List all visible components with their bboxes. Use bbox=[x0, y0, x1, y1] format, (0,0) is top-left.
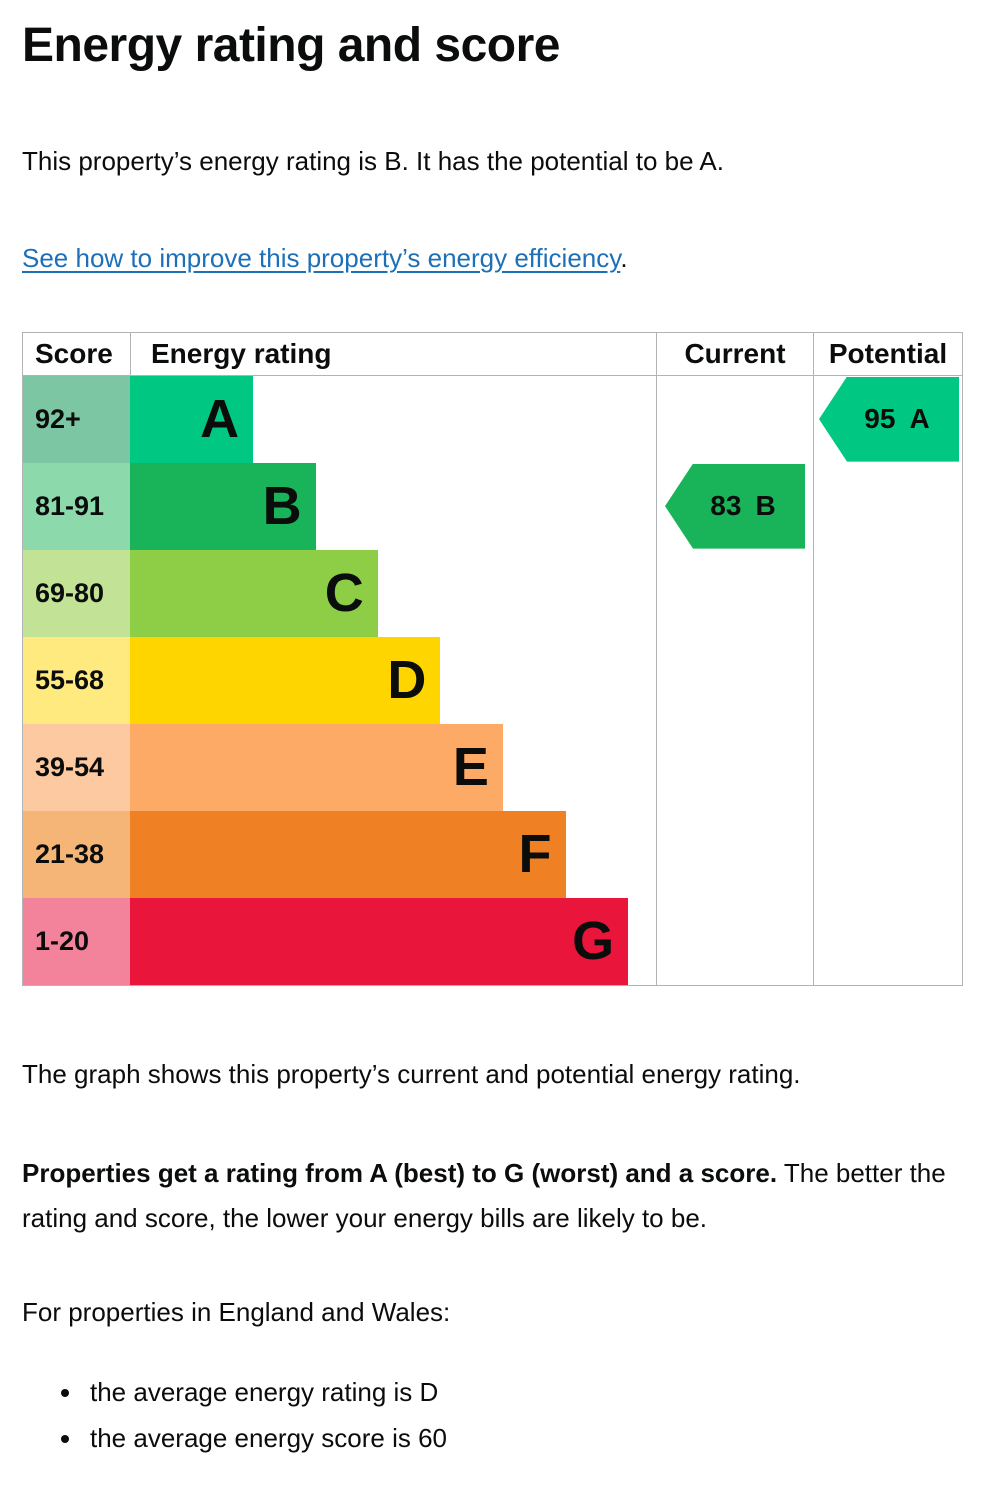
band-row-c: 69-80 C bbox=[23, 549, 962, 637]
page-title: Energy rating and score bbox=[22, 19, 561, 72]
header-score: Score bbox=[23, 333, 130, 376]
band-letter-g: G bbox=[572, 911, 615, 972]
header-potential: Potential bbox=[813, 332, 962, 376]
band-bar-e: E bbox=[130, 723, 503, 811]
current-column-cell: 83 B bbox=[656, 462, 813, 550]
potential-column-cell bbox=[813, 549, 962, 637]
chart-body: 92+ A 95 A 81-91 B 83 B 69-80 C 55-68 D 39-54 E 21-38 F… bbox=[23, 375, 962, 985]
potential-column-cell bbox=[813, 810, 962, 898]
band-bar-d: D bbox=[130, 636, 441, 724]
score-range-c: 69-80 bbox=[23, 549, 130, 637]
band-letter-e: E bbox=[452, 737, 489, 798]
score-range-b: 81-91 bbox=[23, 462, 130, 550]
graph-caption: The graph shows this property’s current … bbox=[22, 1058, 801, 1089]
current-rating-arrow: 83 B bbox=[665, 463, 805, 549]
band-letter-b: B bbox=[262, 476, 302, 537]
energy-rating-chart: Score Energy rating Current Potential 92… bbox=[22, 331, 963, 986]
average-score-item: the average energy score is 60 bbox=[84, 1422, 963, 1456]
potential-column-cell bbox=[813, 462, 962, 550]
potential-column-cell bbox=[813, 897, 962, 985]
band-row-d: 55-68 D bbox=[23, 636, 962, 724]
region-line: For properties in England and Wales: bbox=[22, 1296, 451, 1327]
rating-cell-b: B bbox=[130, 462, 656, 550]
potential-score: 95 bbox=[864, 403, 896, 435]
band-row-e: 39-54 E bbox=[23, 723, 962, 811]
band-bar-f: F bbox=[130, 810, 566, 898]
rating-explanation: Properties get a rating from A (best) to… bbox=[22, 1151, 963, 1239]
rating-cell-d: D bbox=[130, 636, 656, 724]
rating-explanation-rest: The better the rating and score, the low… bbox=[22, 1158, 946, 1233]
rating-cell-a: A bbox=[130, 375, 656, 463]
rating-explanation-bold: Properties get a rating from A (best) to… bbox=[22, 1158, 778, 1189]
improve-efficiency-link[interactable]: See how to improve this property’s energ… bbox=[22, 242, 621, 273]
band-bar-c: C bbox=[130, 549, 378, 637]
potential-column-cell bbox=[813, 636, 962, 724]
band-letter-f: F bbox=[518, 824, 552, 885]
band-letter-a: A bbox=[200, 389, 240, 450]
band-row-f: 21-38 F bbox=[23, 810, 962, 898]
rating-cell-c: C bbox=[130, 549, 656, 637]
rating-cell-g: G bbox=[130, 897, 656, 985]
current-band-letter: B bbox=[755, 490, 776, 522]
link-period: . bbox=[620, 242, 628, 273]
score-range-g: 1-20 bbox=[23, 897, 130, 985]
current-column-cell bbox=[656, 810, 813, 898]
potential-band-letter: A bbox=[909, 403, 930, 435]
improve-link-line: See how to improve this property’s energ… bbox=[22, 243, 963, 274]
chart-header-row: Score Energy rating Current Potential bbox=[23, 332, 962, 376]
header-energy-rating: Energy rating bbox=[130, 332, 656, 376]
band-letter-d: D bbox=[387, 650, 427, 711]
score-range-a: 92+ bbox=[23, 375, 130, 463]
score-range-d: 55-68 bbox=[23, 636, 130, 724]
score-range-e: 39-54 bbox=[23, 723, 130, 811]
band-bar-b: B bbox=[130, 462, 316, 550]
current-column-cell bbox=[656, 897, 813, 985]
potential-rating-arrow: 95 A bbox=[819, 376, 959, 462]
average-rating-item: the average energy rating is D bbox=[84, 1376, 963, 1410]
averages-list: the average energy rating is D the avera… bbox=[22, 1376, 963, 1457]
current-column-cell bbox=[656, 375, 813, 463]
potential-column-cell bbox=[813, 723, 962, 811]
band-row-b: 81-91 B 83 B bbox=[23, 462, 962, 550]
score-range-f: 21-38 bbox=[23, 810, 130, 898]
band-bar-g: G bbox=[130, 897, 629, 985]
rating-cell-f: F bbox=[130, 810, 656, 898]
current-score: 83 bbox=[710, 490, 742, 522]
header-current: Current bbox=[656, 332, 813, 376]
rating-cell-e: E bbox=[130, 723, 656, 811]
intro-text: This property’s energy rating is B. It h… bbox=[22, 145, 724, 176]
current-column-cell bbox=[656, 636, 813, 724]
band-row-a: 92+ A 95 A bbox=[23, 375, 962, 463]
potential-column-cell: 95 A bbox=[813, 375, 962, 463]
band-bar-a: A bbox=[130, 375, 254, 463]
current-column-cell bbox=[656, 723, 813, 811]
band-row-g: 1-20 G bbox=[23, 897, 962, 985]
band-letter-c: C bbox=[324, 563, 364, 624]
current-column-cell bbox=[656, 549, 813, 637]
